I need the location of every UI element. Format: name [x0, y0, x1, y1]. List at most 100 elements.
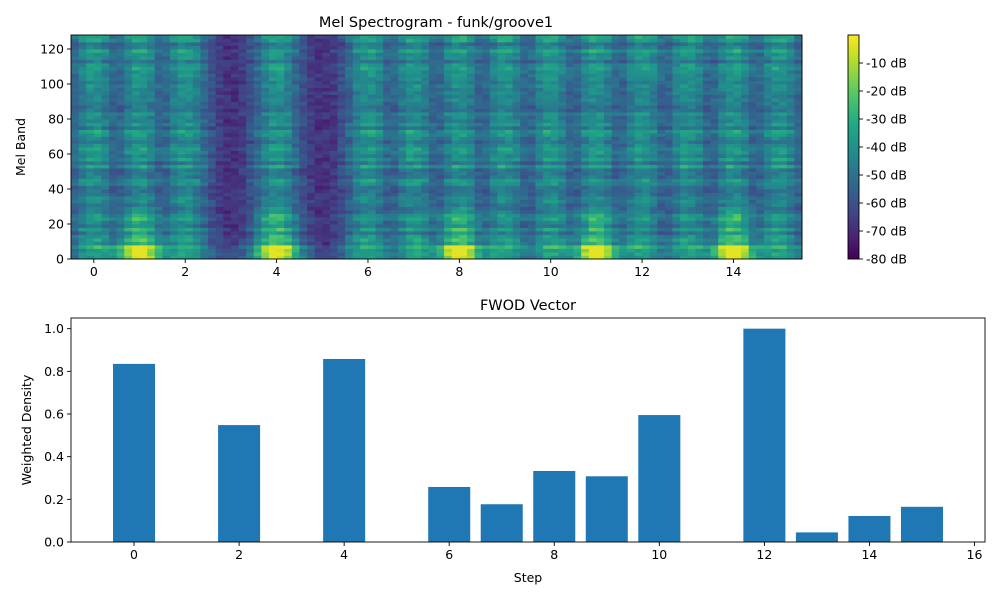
spectrogram-cell [367, 140, 376, 144]
spectrogram-cell [276, 105, 285, 109]
spectrogram-cell [276, 206, 285, 211]
spectrogram-cell [421, 101, 430, 106]
spectrogram-cell [101, 133, 110, 137]
spectrogram-cell [367, 178, 376, 183]
spectrogram-cell [588, 231, 597, 235]
spectrogram-cell [413, 66, 422, 71]
spectrogram-cell [459, 98, 468, 102]
spectrogram-cell [101, 178, 110, 183]
spectrogram-cell [367, 234, 376, 239]
spectrogram-cell [588, 227, 597, 232]
spectrogram-cell [497, 98, 506, 102]
spectrogram-cell [626, 255, 635, 260]
spectrogram-cell [169, 234, 178, 239]
spectrogram-cell [436, 98, 445, 102]
spectrogram-cell [489, 122, 498, 127]
spectrogram-cell [390, 217, 399, 221]
spectrogram-cell [512, 255, 521, 260]
spectrogram-cell [596, 98, 605, 102]
spectrogram-cell [550, 210, 559, 214]
spectrogram-cell [253, 115, 262, 120]
spectrogram-cell [131, 178, 140, 183]
spectrogram-cell [154, 182, 163, 186]
spectrogram-cell [581, 98, 590, 102]
spectrogram-cell [649, 126, 658, 130]
spectrogram-cell [398, 171, 407, 176]
spectrogram-cell [215, 220, 224, 225]
spectrogram-cell [261, 213, 270, 218]
spectrogram-cell [215, 238, 224, 242]
spectrogram-cell [192, 122, 201, 127]
spectrogram-cell [154, 73, 163, 78]
spectrogram-cell [215, 164, 224, 169]
spectrogram-cell [520, 147, 529, 151]
spectrogram-cell [558, 115, 567, 120]
spectrogram-cell [124, 248, 133, 253]
spectrogram-cell [390, 241, 399, 246]
spectrogram-cell [169, 94, 178, 99]
spectrogram-cell [474, 35, 483, 39]
spectrogram-cell [268, 203, 277, 207]
spectrogram-cell [93, 196, 102, 200]
spectrogram-cell [642, 150, 651, 155]
spectrogram-cell [261, 185, 270, 190]
spectrogram-cell [246, 80, 255, 85]
spectrogram-cell [383, 70, 392, 74]
spectrogram-cell [367, 126, 376, 130]
spectrogram-cell [565, 98, 574, 102]
spectrogram-cell [177, 98, 186, 102]
spectrogram-cell [489, 115, 498, 120]
spectrogram-cell [230, 213, 239, 218]
spectrogram-cell [520, 108, 529, 113]
spectrogram-cell [78, 248, 87, 253]
spectrogram-cell [291, 255, 300, 260]
spectrogram-cell [604, 175, 613, 179]
spectrogram-cell [550, 157, 559, 162]
spectrogram-cell [200, 73, 209, 78]
spectrogram-cell [535, 112, 544, 116]
spectrogram-cell [352, 115, 361, 120]
spectrogram-cell [139, 143, 148, 148]
spectrogram-cell [444, 35, 453, 39]
spectrogram-cell [550, 248, 559, 253]
spectrogram-cell [535, 199, 544, 204]
spectrogram-cell [375, 203, 384, 207]
spectrogram-cell [314, 105, 323, 109]
spectrogram-cell [383, 255, 392, 260]
spectrogram-cell [215, 178, 224, 183]
spectrogram-cell [375, 66, 384, 71]
spectrogram-cell [642, 115, 651, 120]
spectrogram-cell [291, 147, 300, 151]
spectrogram-cell [512, 189, 521, 193]
spectrogram-cell [139, 227, 148, 232]
spectrogram-cell [169, 238, 178, 242]
spectrogram-cell [619, 224, 628, 228]
spectrogram-cell [573, 199, 582, 204]
spectrogram-cell [177, 248, 186, 253]
spectrogram-cell [116, 206, 125, 211]
spectrogram-cell [299, 108, 308, 113]
spectrogram-cell [147, 185, 156, 190]
spectrogram-cell [626, 206, 635, 211]
spectrogram-cell [139, 38, 148, 43]
spectrogram-cell [360, 182, 369, 186]
spectrogram-cell [360, 101, 369, 106]
spectrogram-cell [131, 63, 140, 67]
spectrogram-cell [78, 171, 87, 176]
spectrogram-cell [413, 91, 422, 95]
spectrogram-cell [162, 49, 171, 53]
spectrogram-cell [276, 150, 285, 155]
spectrogram-cell [573, 80, 582, 85]
spectrogram-cell [588, 73, 597, 78]
spectrogram-cell [101, 192, 110, 197]
spectrogram-cell [360, 189, 369, 193]
spectrogram-cell [124, 175, 133, 179]
spectrogram-cell [505, 126, 514, 130]
spectrogram-cell [550, 171, 559, 176]
spectrogram-cell [291, 73, 300, 78]
spectrogram-cell [329, 241, 338, 246]
spectrogram-cell [345, 199, 354, 204]
spectrogram-cell [634, 126, 643, 130]
spectrogram-cell [375, 171, 384, 176]
spectrogram-cell [71, 168, 80, 172]
